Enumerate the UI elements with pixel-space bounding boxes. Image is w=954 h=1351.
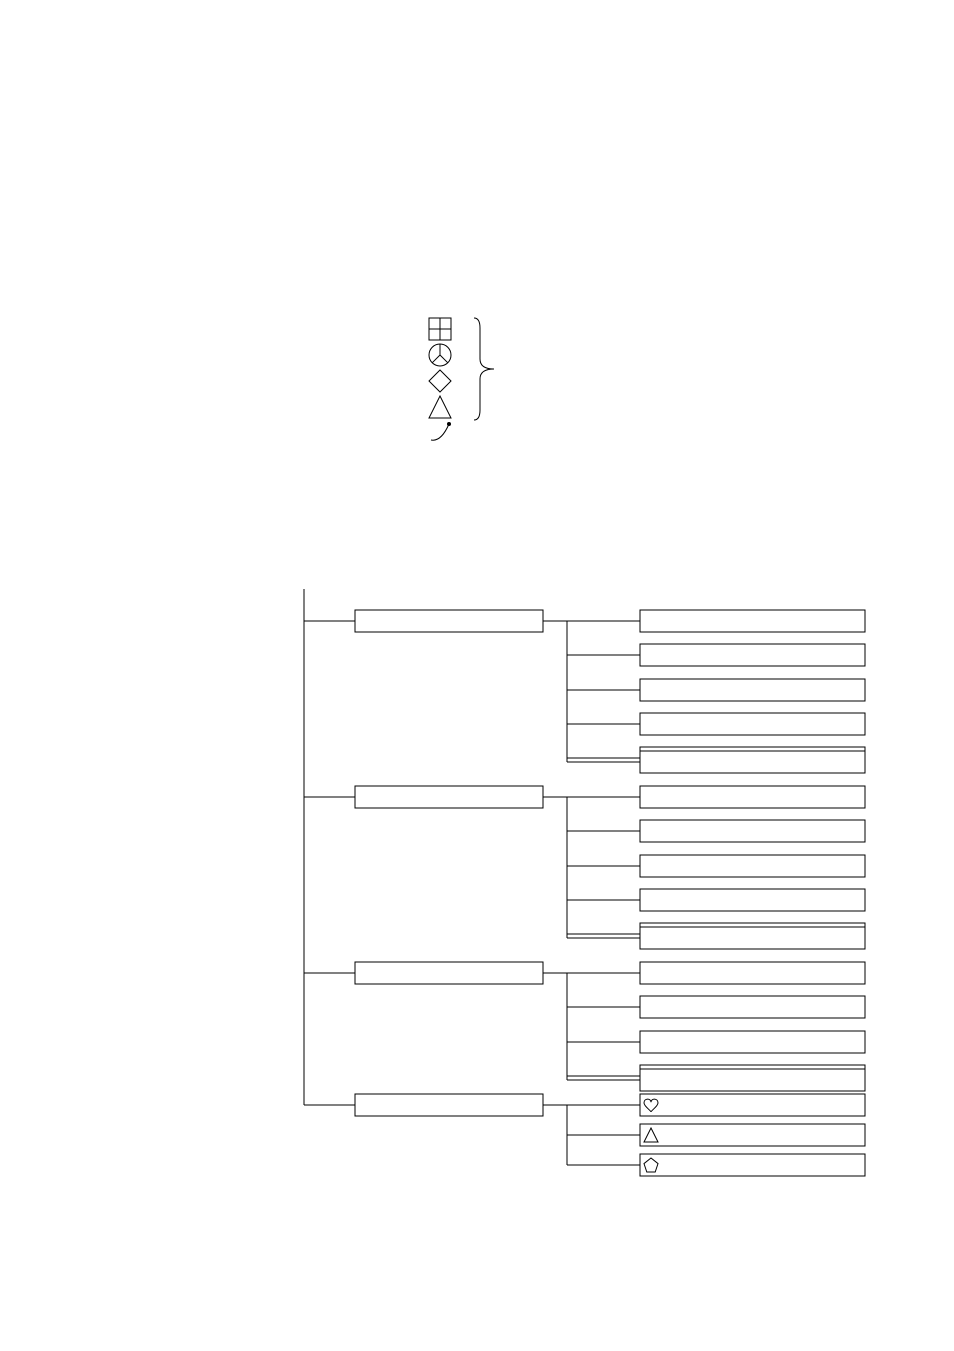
leaf-box: [640, 927, 865, 949]
category-box: [355, 610, 543, 632]
leaf-box: [640, 786, 865, 808]
leaf-box: [640, 1094, 865, 1116]
leaf-box: [640, 1031, 865, 1053]
steering-icon: [440, 355, 448, 363]
category-box: [355, 962, 543, 984]
leaf-box: [640, 751, 865, 773]
leaf-box: [640, 889, 865, 911]
brace: [474, 318, 494, 420]
swoosh-icon: [431, 424, 449, 440]
category-box: [355, 786, 543, 808]
leaf-box: [640, 820, 865, 842]
leaf-box: [640, 855, 865, 877]
leaf-box: [640, 644, 865, 666]
leaf-box: [640, 996, 865, 1018]
leaf-box: [640, 713, 865, 735]
swoosh-icon: [447, 422, 451, 426]
leaf-box: [640, 1069, 865, 1091]
leaf-box: [640, 610, 865, 632]
diamond-icon: [429, 370, 451, 392]
leaf-box: [640, 1124, 865, 1146]
category-box: [355, 1094, 543, 1116]
leaf-box: [640, 962, 865, 984]
triangle-icon: [429, 396, 451, 418]
steering-icon: [432, 355, 440, 363]
diagram-canvas: [0, 0, 954, 1351]
leaf-box: [640, 1154, 865, 1176]
leaf-box: [640, 679, 865, 701]
